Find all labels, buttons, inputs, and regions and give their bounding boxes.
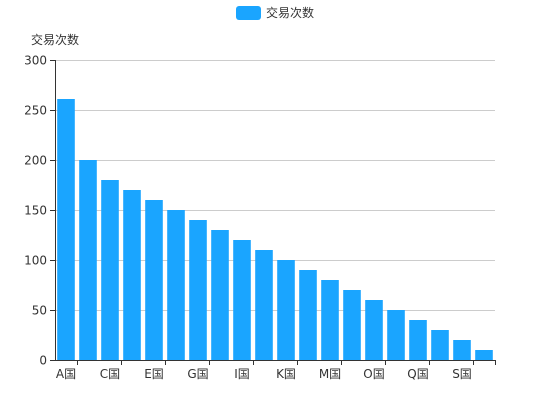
- bar-H国[interactable]: [211, 230, 229, 360]
- y-tick-label: 200: [24, 154, 47, 168]
- bar-L国[interactable]: [299, 270, 317, 360]
- x-tick-label: G国: [187, 367, 208, 381]
- bar-A国[interactable]: [57, 99, 75, 360]
- x-tick-label: K国: [276, 367, 296, 381]
- x-ticks: A国 C国 E国 G国 I国 K国 M国 O国 Q国 S国: [56, 360, 496, 381]
- bar-K国[interactable]: [277, 260, 295, 360]
- y-tick-label: 50: [32, 304, 47, 318]
- x-tick-label: O国: [363, 367, 384, 381]
- bar-I国[interactable]: [233, 240, 251, 360]
- legend-label: 交易次数: [265, 6, 314, 20]
- bar-T国[interactable]: [475, 350, 493, 360]
- x-tick-label: I国: [234, 367, 250, 381]
- x-tick-label: A国: [56, 367, 76, 381]
- bar-N国[interactable]: [343, 290, 361, 360]
- bar-R国[interactable]: [431, 330, 449, 360]
- x-tick-label: E国: [144, 367, 164, 381]
- legend[interactable]: 交易次数: [0, 4, 550, 21]
- bar-M国[interactable]: [321, 280, 339, 360]
- y-tick-label: 150: [24, 204, 47, 218]
- bar-G国[interactable]: [189, 220, 207, 360]
- bars: [57, 99, 493, 360]
- y-axis-label: 交易次数: [31, 33, 80, 47]
- bar-B国[interactable]: [79, 160, 97, 360]
- bar-O国[interactable]: [365, 300, 383, 360]
- x-tick-label: S国: [452, 367, 472, 381]
- x-tick-label: C国: [100, 367, 120, 381]
- legend-swatch: [235, 5, 261, 20]
- y-tick-label: 0: [39, 354, 47, 368]
- bar-C国[interactable]: [101, 180, 119, 360]
- y-tick-label: 300: [24, 54, 47, 68]
- y-tick-label: 100: [24, 254, 47, 268]
- axes: [55, 60, 495, 361]
- bar-E国[interactable]: [145, 200, 163, 360]
- bar-Q国[interactable]: [409, 320, 427, 360]
- bar-P国[interactable]: [387, 310, 405, 360]
- bar-D国[interactable]: [123, 190, 141, 360]
- bar-F国[interactable]: [167, 210, 185, 360]
- bar-S国[interactable]: [453, 340, 471, 360]
- x-tick-label: Q国: [407, 367, 428, 381]
- y-tick-label: 250: [24, 104, 47, 118]
- y-ticks: 0 50 100 150 200 250 300: [24, 54, 55, 368]
- bar-J国[interactable]: [255, 250, 273, 360]
- grid-lines: [55, 60, 495, 311]
- x-tick-label: M国: [319, 367, 341, 381]
